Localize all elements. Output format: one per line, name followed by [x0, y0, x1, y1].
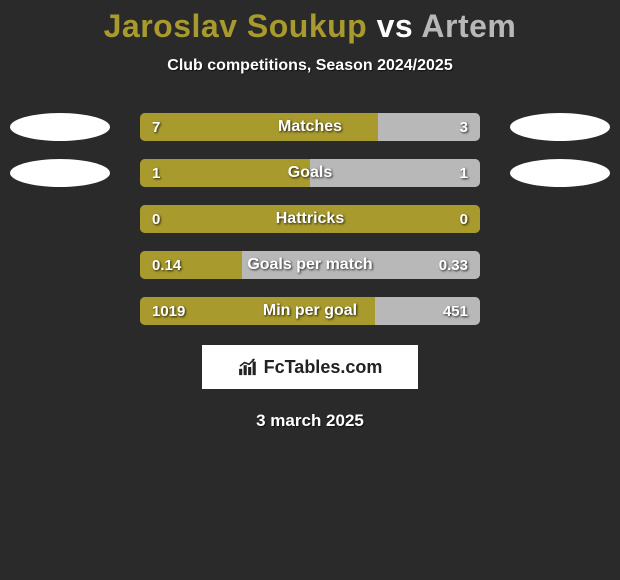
- stat-label: Matches: [140, 118, 480, 136]
- stat-label: Hattricks: [140, 210, 480, 228]
- stat-row: 00Hattricks: [0, 205, 620, 233]
- bar-track: 00Hattricks: [140, 205, 480, 233]
- bar-track: 1019451Min per goal: [140, 297, 480, 325]
- stat-row: 1019451Min per goal: [0, 297, 620, 325]
- bar-track: 0.140.33Goals per match: [140, 251, 480, 279]
- bar-track: 73Matches: [140, 113, 480, 141]
- stat-row: 73Matches: [0, 113, 620, 141]
- player1-avatar-placeholder: [10, 113, 110, 141]
- stat-label: Goals: [140, 164, 480, 182]
- player2-avatar-placeholder: [510, 113, 610, 141]
- player2-avatar-placeholder: [510, 159, 610, 187]
- stat-label: Goals per match: [140, 256, 480, 274]
- vs-text: vs: [377, 8, 414, 44]
- player1-avatar-placeholder: [10, 159, 110, 187]
- comparison-title: Jaroslav Soukup vs Artem: [0, 0, 620, 45]
- player2-name: Artem: [421, 8, 516, 44]
- chart-icon: [238, 358, 260, 376]
- player1-name: Jaroslav Soukup: [104, 8, 368, 44]
- bar-track: 11Goals: [140, 159, 480, 187]
- subtitle: Club competitions, Season 2024/2025: [0, 57, 620, 75]
- stat-row: 11Goals: [0, 159, 620, 187]
- stat-row: 0.140.33Goals per match: [0, 251, 620, 279]
- logo-text: FcTables.com: [264, 357, 383, 378]
- date: 3 march 2025: [0, 411, 620, 431]
- stats-rows: 73Matches 11Goals 00Hattricks 0.140.33Goals…: [0, 113, 620, 325]
- fctables-logo: FcTables.com: [202, 345, 418, 389]
- stat-label: Min per goal: [140, 302, 480, 320]
